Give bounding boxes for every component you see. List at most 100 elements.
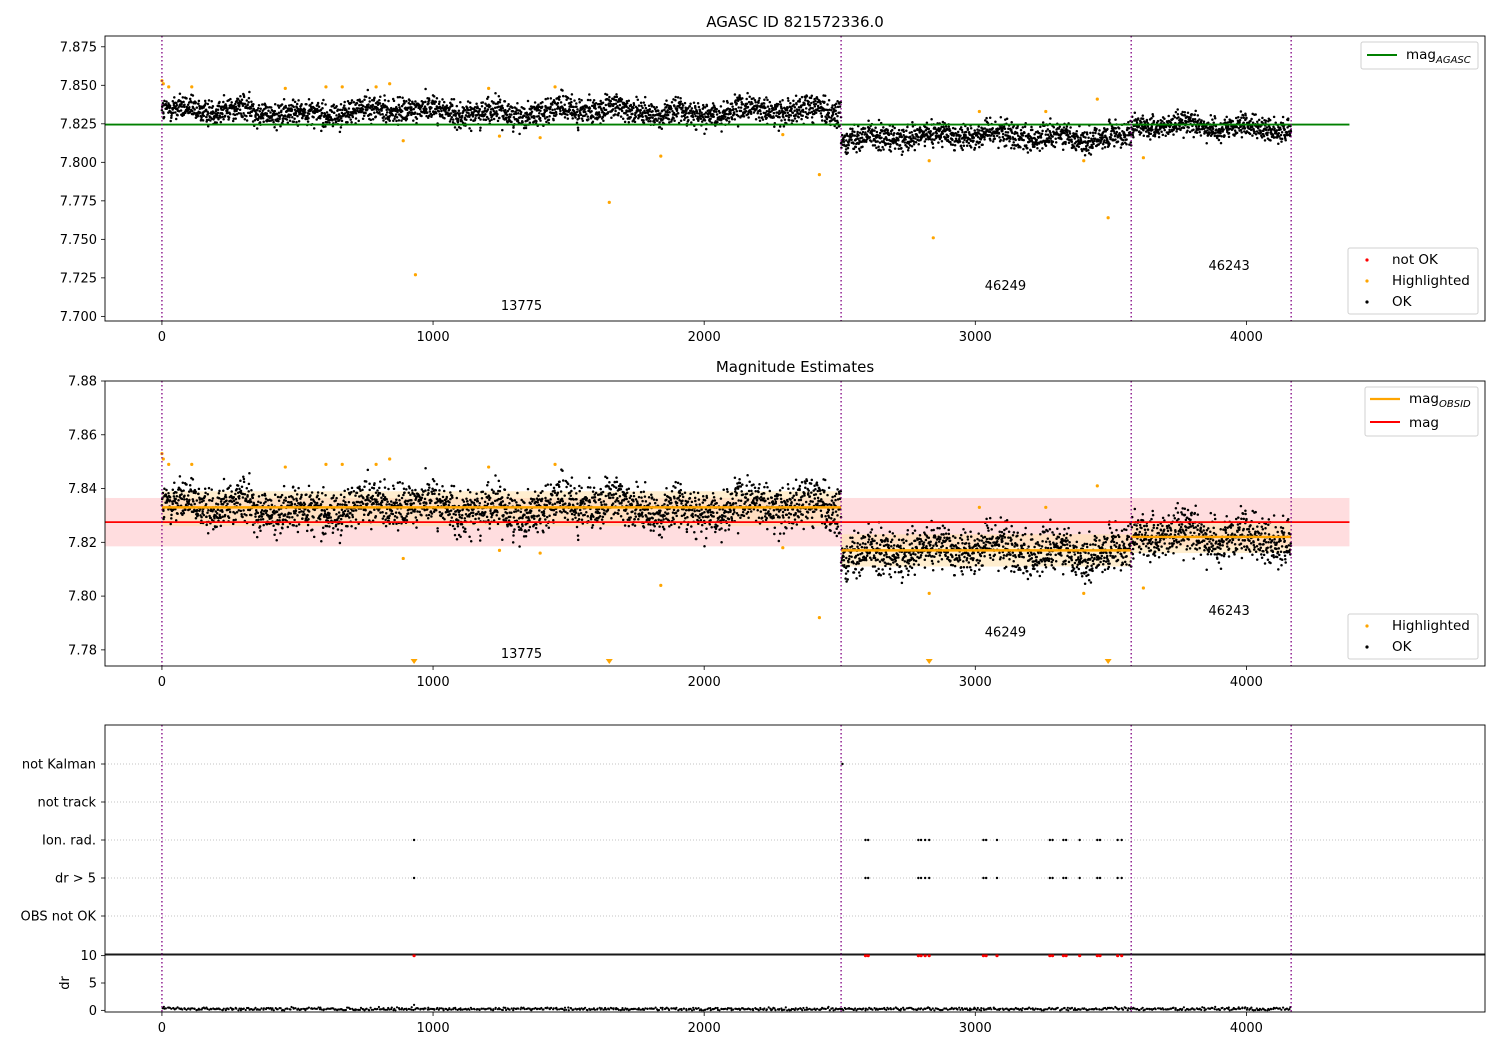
ok-point: [454, 114, 457, 118]
ok-point: [1171, 117, 1174, 121]
ok-point: [788, 119, 791, 122]
ok-point: [300, 103, 303, 106]
ok-point: [318, 518, 322, 521]
ok-point: [185, 498, 189, 501]
ok-point: [186, 494, 190, 497]
ok-point: [793, 105, 797, 109]
ok-point: [413, 111, 417, 114]
ok-point: [566, 113, 569, 117]
ok-point: [500, 109, 503, 112]
ok-point: [339, 493, 343, 496]
ok-point: [1227, 135, 1231, 139]
ok-point: [334, 523, 338, 527]
ok-point: [351, 115, 355, 119]
ok-point: [538, 116, 542, 120]
ok-point: [324, 532, 327, 535]
ok-point: [800, 117, 803, 121]
ok-point: [203, 99, 207, 103]
ok-point: [1074, 148, 1078, 152]
ok-point: [688, 111, 692, 115]
ok-point: [544, 97, 547, 101]
ok-point: [395, 116, 399, 119]
ok-point: [1136, 117, 1140, 120]
ok-point: [1161, 120, 1164, 123]
ok-point: [873, 129, 876, 132]
ok-point: [780, 119, 783, 122]
ok-point: [1119, 134, 1122, 137]
ok-point: [785, 114, 789, 118]
ok-point: [261, 493, 264, 497]
ok-point: [1192, 135, 1195, 139]
ok-point: [577, 117, 581, 120]
ok-point: [501, 106, 505, 110]
ok-point: [758, 96, 761, 100]
ok-point: [577, 114, 581, 118]
ok-point: [528, 117, 531, 121]
ok-point: [410, 108, 414, 111]
ok-point: [578, 111, 582, 115]
ok-point: [967, 141, 971, 145]
ok-point: [485, 115, 489, 119]
ok-point: [1089, 153, 1093, 156]
highlighted-point: [340, 85, 344, 89]
ok-point: [195, 499, 199, 502]
ok-point: [168, 106, 172, 109]
ok-point: [494, 91, 497, 95]
ok-point: [1195, 131, 1199, 134]
ok-point: [245, 114, 248, 118]
ok-point: [306, 513, 309, 517]
ok-point: [185, 483, 188, 486]
ok-point: [408, 99, 411, 102]
ok-point: [1167, 114, 1170, 118]
ok-point: [322, 515, 326, 518]
ok-point: [256, 511, 260, 515]
ok-point: [707, 115, 710, 118]
ok-point: [1031, 128, 1034, 132]
ok-point: [354, 117, 358, 120]
ok-point: [182, 100, 185, 104]
ok-point: [364, 95, 368, 98]
ok-point: [1127, 120, 1130, 124]
ok-point: [192, 500, 195, 503]
ok-point: [397, 103, 401, 107]
ok-point: [1003, 127, 1007, 130]
ok-point: [1245, 116, 1248, 120]
ok-point: [221, 112, 224, 116]
ok-point: [1124, 133, 1127, 137]
ok-point: [377, 108, 381, 112]
ok-point: [322, 486, 325, 489]
ok-point: [343, 104, 346, 107]
ok-point: [1114, 118, 1117, 121]
ok-point: [810, 94, 814, 97]
ok-point: [303, 114, 306, 117]
ok-point: [315, 501, 319, 505]
ok-point: [306, 120, 310, 123]
ok-point: [641, 106, 644, 110]
ok-point: [349, 118, 352, 121]
ok-point: [194, 101, 197, 104]
ok-point: [564, 108, 567, 111]
ok-point: [621, 117, 625, 120]
ok-point: [282, 484, 286, 488]
ok-point: [205, 115, 208, 119]
ok-point: [219, 500, 223, 503]
ok-point: [241, 515, 244, 519]
ok-point: [959, 126, 963, 129]
ok-point: [1240, 116, 1243, 119]
ok-point: [358, 104, 361, 107]
ok-point: [320, 508, 324, 512]
ok-point: [789, 114, 793, 117]
ok-point: [1264, 128, 1268, 132]
ok-point: [1084, 136, 1087, 139]
ok-point: [165, 100, 168, 103]
ok-point: [636, 98, 640, 101]
ok-point: [332, 103, 336, 106]
ok-point: [504, 108, 507, 112]
ok-point: [779, 103, 783, 106]
ok-point: [1254, 113, 1257, 116]
obsid-label: 13775: [501, 299, 542, 314]
ok-point: [336, 502, 340, 506]
legend-subscript: AGASC: [1435, 55, 1471, 66]
ok-point: [307, 510, 311, 513]
ok-point: [347, 500, 351, 504]
